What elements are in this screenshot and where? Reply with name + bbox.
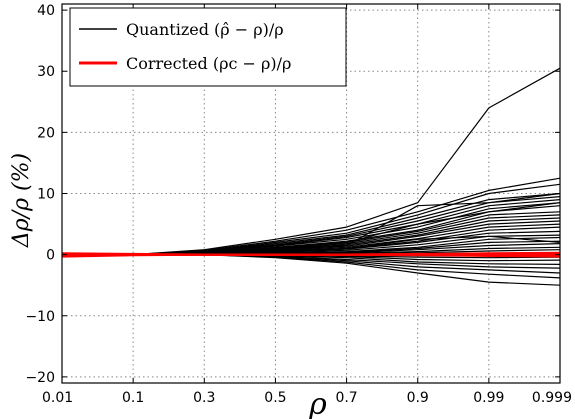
x-tick-label: 0.9	[407, 390, 429, 406]
y-axis-label: Δρ/ρ (%)	[9, 153, 34, 248]
x-axis-label: ρ	[308, 387, 327, 419]
y-tick-label: 20	[37, 125, 55, 141]
y-tick-label: −20	[25, 370, 55, 386]
legend: Quantized (ρ̂ − ρ)/ρ Corrected (ρc − ρ)/…	[69, 7, 347, 87]
corrected-series-group	[61, 251, 561, 258]
legend-box	[69, 7, 347, 87]
corrected-series-line	[61, 253, 561, 258]
x-tick-label: 0.5	[264, 390, 286, 406]
y-tick-label: 30	[37, 64, 55, 80]
y-tick-label: 0	[46, 248, 55, 264]
x-tick-label: 0.99	[473, 390, 504, 406]
y-tick-label: −10	[25, 309, 55, 325]
x-tick-label: 0.3	[193, 390, 215, 406]
quantized-series-line	[62, 67, 561, 256]
x-tick-label: 0.999	[532, 390, 572, 406]
legend-label-corrected: Corrected (ρc − ρ)/ρ	[126, 54, 291, 73]
tick-labels: 0.01 0.1 0.3 0.5 0.7 0.9 0.99 0.999 −20 −10 0 10 20 3…	[25, 3, 572, 406]
axis-ticks	[61, 4, 561, 383]
x-tick-label: 0.7	[335, 390, 357, 406]
y-tick-label: 10	[37, 187, 55, 203]
legend-label-quantized: Quantized (ρ̂ − ρ)/ρ	[126, 20, 284, 39]
x-tick-label: 0.01	[42, 390, 73, 406]
y-tick-label: 40	[37, 3, 55, 19]
x-tick-label: 0.1	[122, 390, 144, 406]
